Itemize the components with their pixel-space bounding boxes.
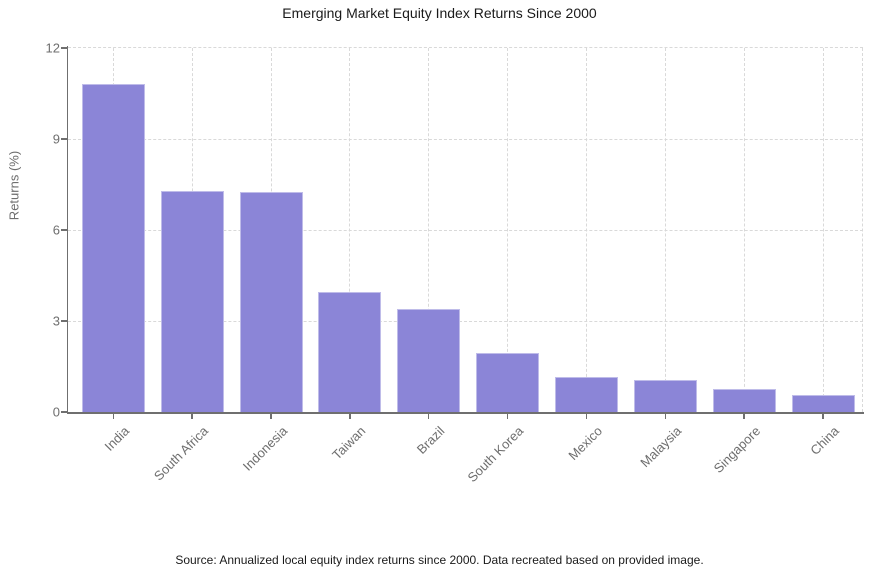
- x-tick-mark: [585, 413, 588, 419]
- plot-frame-top: [68, 47, 863, 48]
- y-tick-mark: [61, 320, 67, 322]
- gridline-vertical: [743, 48, 745, 412]
- y-axis-label: Returns (%): [6, 150, 22, 221]
- bar-indonesia: [239, 192, 303, 412]
- x-tick-label: China: [807, 423, 842, 458]
- x-tick-label: Indonesia: [239, 423, 290, 474]
- gridline-horizontal: [68, 321, 863, 322]
- bar-brazil: [397, 308, 461, 412]
- y-tick-label: 0: [52, 404, 60, 420]
- x-tick-mark: [191, 413, 193, 419]
- x-tick-label: Brazil: [414, 423, 448, 457]
- x-tick-label: Malaysia: [637, 423, 685, 471]
- chart-title: Emerging Market Equity Index Returns Sin…: [282, 5, 597, 21]
- x-tick-mark: [112, 413, 114, 419]
- bar-singapore: [712, 389, 776, 412]
- gridline-vertical: [664, 48, 666, 412]
- x-tick-label: Taiwan: [329, 423, 369, 463]
- gridline-horizontal: [68, 230, 863, 231]
- x-tick-mark: [822, 413, 824, 419]
- x-tick-label: Mexico: [565, 423, 606, 464]
- bar-india: [81, 84, 145, 412]
- gridline-horizontal: [68, 139, 863, 140]
- bar-mexico: [554, 377, 618, 412]
- y-tick-label: 6: [52, 222, 60, 238]
- x-tick-mark: [506, 413, 509, 419]
- gridline-vertical: [585, 48, 587, 412]
- x-tick-label: India: [101, 423, 133, 454]
- gridline-vertical: [822, 48, 824, 412]
- y-tick-label: 12: [45, 40, 60, 56]
- y-tick-mark: [61, 411, 67, 413]
- y-tick-mark: [61, 229, 67, 231]
- x-tick-mark: [349, 413, 351, 419]
- x-tick-mark: [270, 413, 272, 419]
- bar-china: [791, 395, 855, 412]
- bar-south-africa: [160, 190, 224, 412]
- y-tick-label: 9: [52, 131, 60, 147]
- bar-south-korea: [476, 352, 540, 412]
- y-tick-mark: [61, 138, 67, 140]
- bar-taiwan: [318, 292, 382, 412]
- plot-frame-right: [862, 48, 863, 412]
- x-axis-line: [66, 412, 864, 414]
- x-tick-mark: [428, 413, 430, 419]
- x-tick-label: South Africa: [150, 423, 212, 484]
- x-tick-mark: [743, 413, 745, 419]
- gridline-vertical: [428, 48, 430, 412]
- source-note: Source: Annualized local equity index re…: [175, 553, 704, 567]
- y-tick-mark: [61, 47, 67, 49]
- gridline-vertical: [507, 48, 509, 412]
- bar-malaysia: [633, 380, 697, 412]
- y-axis-line: [66, 46, 68, 413]
- gridline-vertical: [349, 48, 351, 412]
- y-tick-label: 3: [52, 313, 60, 329]
- x-tick-label: Singapore: [710, 423, 764, 476]
- x-tick-mark: [664, 413, 666, 419]
- plot-area: [68, 48, 863, 412]
- x-tick-label: South Korea: [464, 423, 527, 486]
